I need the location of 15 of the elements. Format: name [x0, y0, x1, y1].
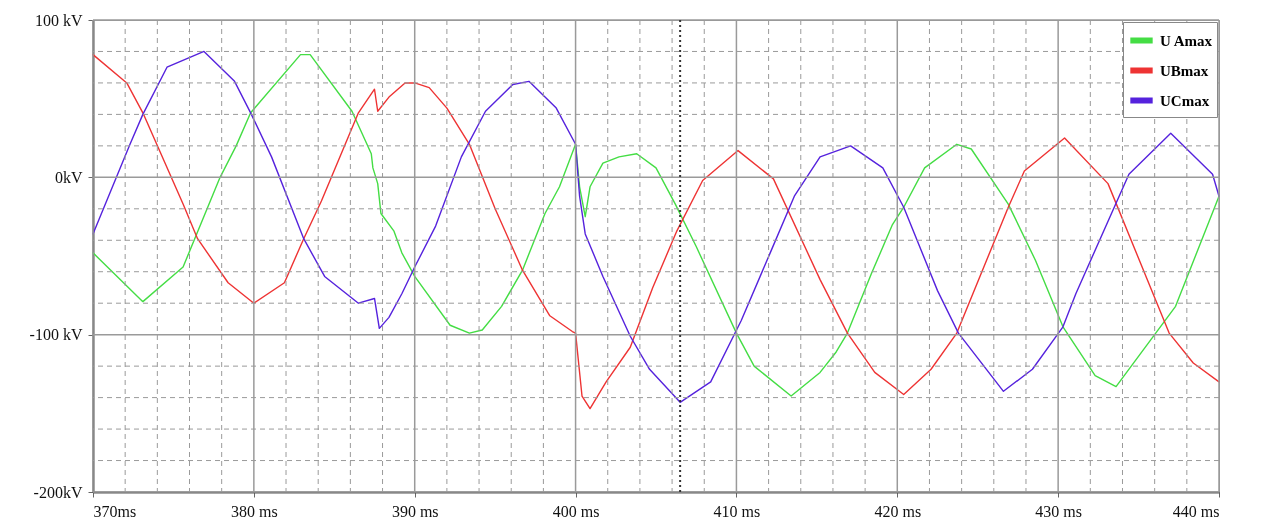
x-tick-label: 400 ms [552, 502, 600, 520]
x-tick-label: 380 ms [231, 502, 278, 520]
x-tick-label: 390 ms [391, 502, 439, 520]
legend-label: U Amax [1160, 32, 1213, 49]
x-tick-label: 420 ms [874, 502, 922, 520]
y-tick-label: 100 kV [34, 11, 83, 29]
x-tick-label: 440 ms [1172, 502, 1220, 520]
x-tick-label: 430 ms [1035, 502, 1082, 520]
y-tick-label: -100 kV [29, 326, 83, 344]
x-tick-label: 370ms [93, 502, 137, 520]
x-tick-label: 410 ms [713, 502, 761, 520]
legend-label: UCmax [1160, 92, 1210, 109]
y-tick-label: -200kV [33, 483, 83, 501]
legend-label: UBmax [1160, 62, 1209, 79]
y-tick-label: 0kV [54, 168, 83, 186]
